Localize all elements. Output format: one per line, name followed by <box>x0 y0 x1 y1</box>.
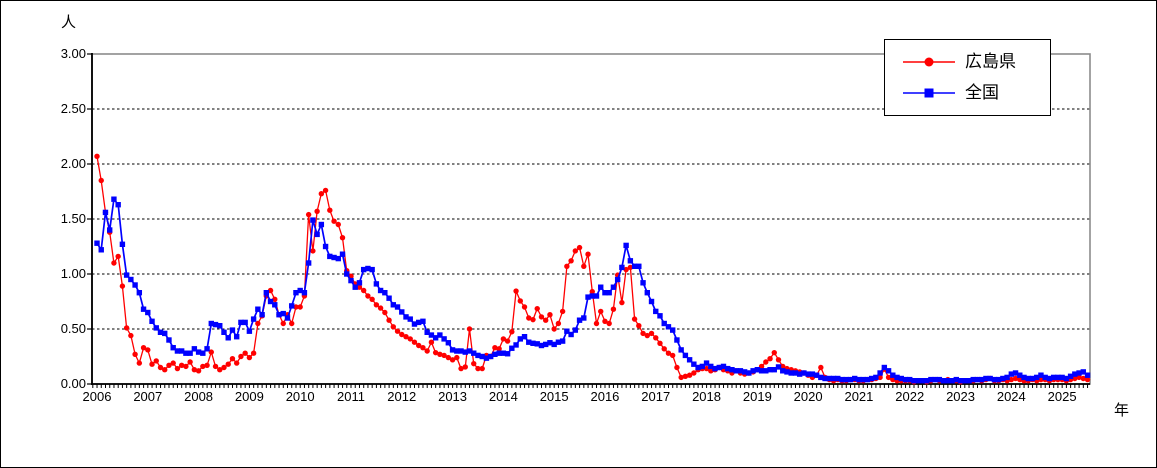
y-tick-label-0.00: 0.00 <box>60 376 86 391</box>
blue-square-line-marker-icon <box>903 88 955 98</box>
legend-label-hiroshima: 広島県 <box>965 52 1016 71</box>
legend-item-zenkoku: 全国 <box>901 84 1050 102</box>
y-tick-label-2.50: 2.50 <box>60 101 86 116</box>
x-tick-label-2018: 2018 <box>692 389 721 404</box>
x-tick-label-2022: 2022 <box>895 389 925 404</box>
x-tick-label-2011: 2011 <box>336 389 365 404</box>
x-axis-unit-label: 年 <box>1114 402 1130 419</box>
x-tick-label-2017: 2017 <box>641 389 671 404</box>
legend-item-hiroshima: 広島県 <box>901 53 1050 71</box>
y-tick-label-1.50: 1.50 <box>60 211 86 226</box>
y-tick-label-0.50: 0.50 <box>60 321 86 336</box>
y-tick-label-3.00: 3.00 <box>60 46 86 61</box>
x-tick-label-2016: 2016 <box>590 389 620 404</box>
red-circle-line-marker-icon <box>903 57 955 67</box>
x-tick-label-2013: 2013 <box>438 389 468 404</box>
legend-label-zenkoku: 全国 <box>965 83 999 102</box>
legend: 広島県 全国 <box>884 39 1051 116</box>
y-tick-label-2.00: 2.00 <box>60 156 86 171</box>
x-tick-label-2015: 2015 <box>539 389 569 404</box>
x-tick-label-2014: 2014 <box>488 389 518 404</box>
x-tick-label-2006: 2006 <box>82 389 112 404</box>
x-tick-label-2009: 2009 <box>234 389 264 404</box>
x-tick-label-2012: 2012 <box>387 389 417 404</box>
x-tick-label-2008: 2008 <box>184 389 214 404</box>
y-tick-label-1.00: 1.00 <box>60 266 86 281</box>
x-tick-label-2024: 2024 <box>996 389 1026 404</box>
x-tick-label-2021: 2021 <box>844 389 874 404</box>
x-tick-label-2007: 2007 <box>133 389 163 404</box>
x-tick-label-2025: 2025 <box>1047 389 1077 404</box>
x-tick-label-2023: 2023 <box>946 389 975 404</box>
y-axis-unit-label: 人 <box>61 14 77 31</box>
x-tick-label-2019: 2019 <box>742 389 772 404</box>
x-tick-label-2020: 2020 <box>793 389 823 404</box>
x-tick-label-2010: 2010 <box>285 389 315 404</box>
